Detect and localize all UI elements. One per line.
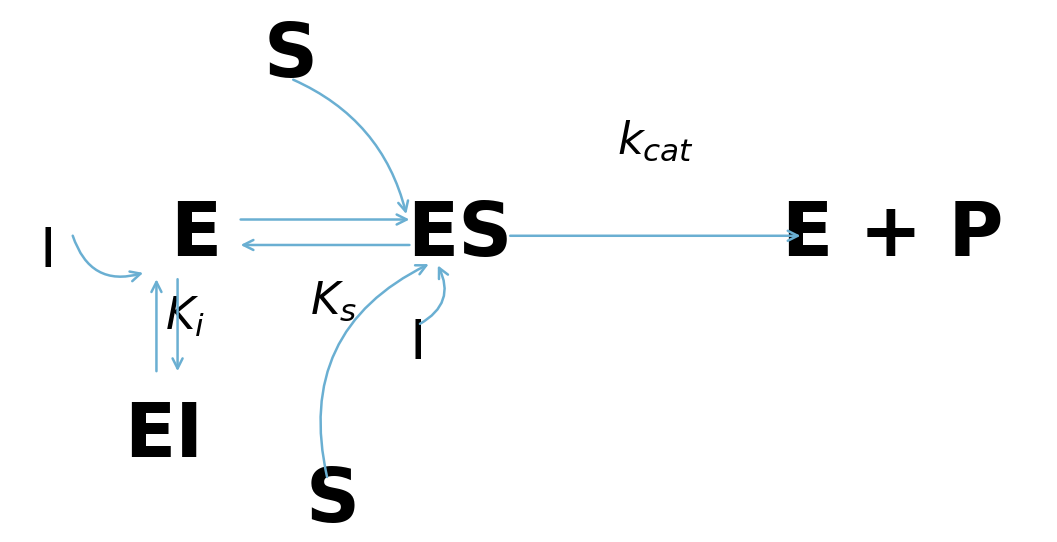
Text: I: I <box>39 225 56 279</box>
Text: $K_i$: $K_i$ <box>165 295 205 339</box>
Text: S: S <box>263 21 318 93</box>
Text: E: E <box>170 199 221 272</box>
Text: EI: EI <box>125 400 203 473</box>
Text: $K_s$: $K_s$ <box>310 279 356 322</box>
Text: E + P: E + P <box>782 199 1004 272</box>
Text: ES: ES <box>407 199 513 272</box>
Text: S: S <box>305 465 360 538</box>
Text: $k_{cat}$: $k_{cat}$ <box>617 119 693 163</box>
Text: I: I <box>409 317 426 371</box>
